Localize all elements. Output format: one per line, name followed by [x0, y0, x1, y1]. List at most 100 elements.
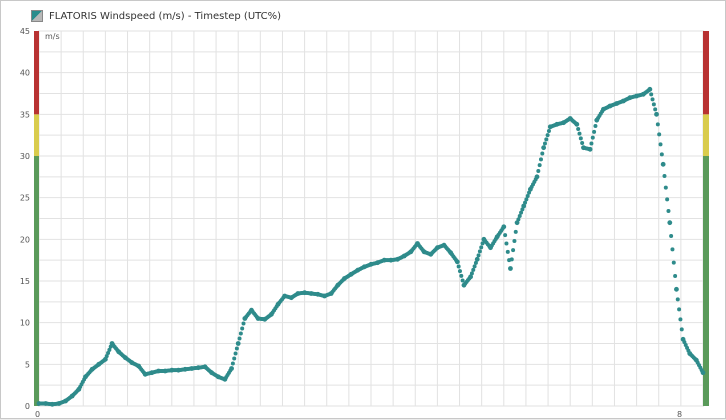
y-tick-label: 5	[25, 360, 30, 369]
chart-icon	[31, 10, 43, 22]
data-point-interp	[658, 142, 663, 147]
data-point-interp	[511, 248, 516, 253]
data-point-interp	[469, 271, 474, 276]
data-point	[508, 266, 513, 271]
data-point-interp	[516, 217, 521, 222]
zone-bar-right	[703, 156, 709, 406]
data-point-interp	[649, 92, 654, 97]
data-point-interp	[663, 185, 668, 190]
data-point-interp	[662, 174, 667, 178]
data-point	[454, 259, 460, 265]
data-point-interp	[679, 327, 684, 332]
zone-bar-left	[34, 156, 39, 406]
data-point-interp	[232, 356, 237, 361]
data-point-interp	[669, 234, 674, 238]
data-point-interp	[230, 361, 235, 366]
data-point-interp	[525, 194, 530, 198]
data-point	[587, 146, 593, 152]
data-point-interp	[590, 135, 595, 140]
data-point-interp	[472, 264, 477, 269]
y-tick-label: 25	[20, 194, 30, 203]
y-tick-label: 10	[20, 319, 30, 328]
data-point-interp	[233, 351, 238, 356]
y-tick-label: 15	[20, 277, 30, 286]
data-point-interp	[655, 122, 660, 127]
data-point-interp	[665, 197, 670, 202]
data-point-interp	[542, 141, 547, 146]
data-point-interp	[240, 326, 245, 331]
data-point	[468, 274, 473, 280]
data-point-interp	[234, 346, 239, 351]
title-bar: FLATORIS Windspeed (m/s) - Timestep (UTC…	[31, 7, 281, 25]
data-point-interp	[238, 331, 243, 336]
data-point-interp	[519, 210, 524, 215]
data-point-interp	[651, 102, 656, 107]
y-tick-label: 45	[20, 27, 30, 36]
series-points	[36, 86, 706, 407]
data-point	[667, 220, 673, 226]
y-tick-label: 0	[25, 402, 30, 411]
data-point-interp	[592, 129, 597, 134]
x-tick-label: 8	[677, 410, 682, 419]
data-point-interp	[653, 107, 658, 112]
data-point	[574, 121, 580, 127]
data-point-interp	[505, 249, 510, 254]
data-point-interp	[670, 247, 675, 252]
data-point-interp	[666, 209, 671, 213]
data-point-interp	[104, 354, 109, 359]
data-point-interp	[106, 351, 111, 355]
zone-bar-right	[703, 31, 709, 115]
data-point-interp	[537, 163, 542, 168]
data-point-interp	[545, 133, 550, 138]
data-point	[474, 256, 480, 262]
data-point-interp	[578, 136, 583, 141]
y-unit-label: m/s	[45, 32, 60, 41]
zone-bar-right	[703, 114, 709, 156]
data-point	[541, 145, 547, 151]
data-point-interp	[589, 141, 594, 146]
data-point-interp	[524, 197, 529, 202]
data-point-interp	[456, 264, 461, 269]
data-point-interp	[509, 257, 514, 262]
data-point-interp	[471, 267, 476, 272]
data-point-interp	[107, 347, 112, 352]
data-point-interp	[675, 297, 680, 302]
data-point-interp	[237, 336, 242, 341]
x-tick-label: 0	[35, 410, 40, 419]
data-point-interp	[546, 129, 551, 133]
data-point	[700, 370, 706, 376]
data-point-interp	[580, 141, 585, 145]
window-title: FLATORIS Windspeed (m/s) - Timestep (UTC…	[49, 10, 282, 22]
y-tick-label: 30	[20, 152, 30, 161]
data-point	[654, 111, 659, 117]
data-point-interp	[650, 97, 655, 102]
data-point-interp	[457, 269, 462, 274]
data-point-interp	[473, 260, 478, 265]
data-point-interp	[538, 157, 543, 162]
zone-bar-left	[34, 114, 39, 156]
data-point-interp	[544, 137, 549, 142]
data-point-interp	[512, 239, 517, 243]
data-point-interp	[678, 317, 683, 322]
data-point-interp	[659, 152, 664, 157]
data-point	[229, 366, 234, 371]
zone-bar-left	[34, 31, 39, 115]
data-point-interp	[671, 260, 676, 265]
data-point-interp	[593, 124, 598, 128]
data-point-interp	[479, 245, 484, 250]
data-point-interp	[576, 127, 581, 131]
data-point-interp	[476, 253, 481, 258]
data-point-interp	[677, 307, 682, 312]
data-point-interp	[504, 241, 509, 246]
data-point-interp	[460, 278, 465, 283]
data-point	[534, 174, 540, 180]
data-point-interp	[536, 169, 541, 173]
data-point-interp	[503, 233, 508, 238]
data-point-interp	[523, 200, 528, 205]
data-point	[647, 86, 653, 92]
y-tick-label: 20	[20, 235, 30, 244]
data-point-interp	[577, 131, 582, 136]
data-point-interp	[517, 214, 522, 218]
